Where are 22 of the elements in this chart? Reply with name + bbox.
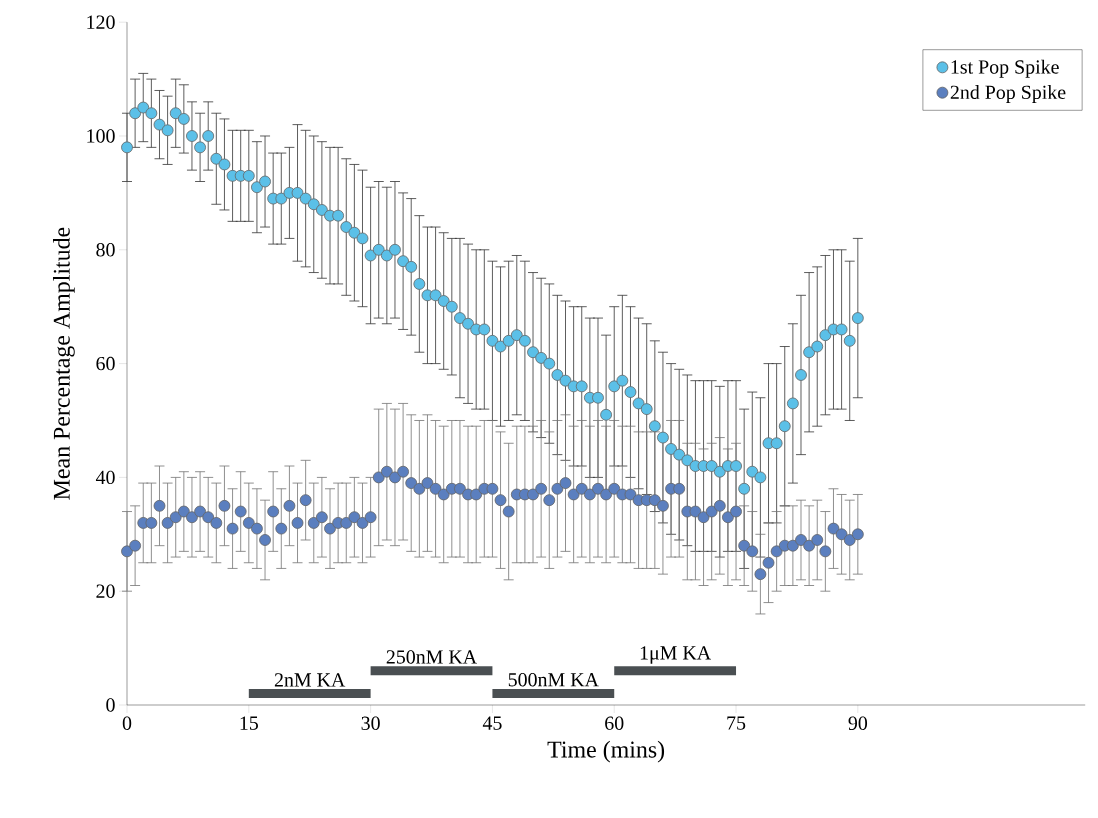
annotation: 500nM KA [508,672,599,687]
y-tick-label: 60 [96,356,115,371]
y-tick-label: 100 [87,129,115,143]
y-tick-label: 20 [96,584,115,598]
x-tick-label: 0 [122,716,132,730]
x-tick-label: 75 [727,716,746,730]
y-tick-label: 0 [106,698,115,712]
y-tick-label: 120 [87,15,115,29]
x-tick-label: 30 [361,716,380,730]
y-tick-label: 80 [96,243,115,257]
y-tick-label: 40 [95,470,115,485]
y-axis-title: Mean Percentage Amplitude [53,227,75,500]
legend-label: 1st Pop Spike [951,59,1059,78]
annotation: 2nM KA [274,673,346,687]
annotation: 250nM KA [386,650,477,664]
x-tick-label: 60 [605,716,624,730]
x-tick-label: 15 [240,716,258,730]
x-tick-label: 45 [482,716,502,730]
x-tick-label: 90 [848,716,868,730]
annotation: 1μM KA [640,646,712,664]
x-axis-title: Time (mins) [547,740,665,763]
legend-label: 2nd Pop Spike [950,84,1066,104]
